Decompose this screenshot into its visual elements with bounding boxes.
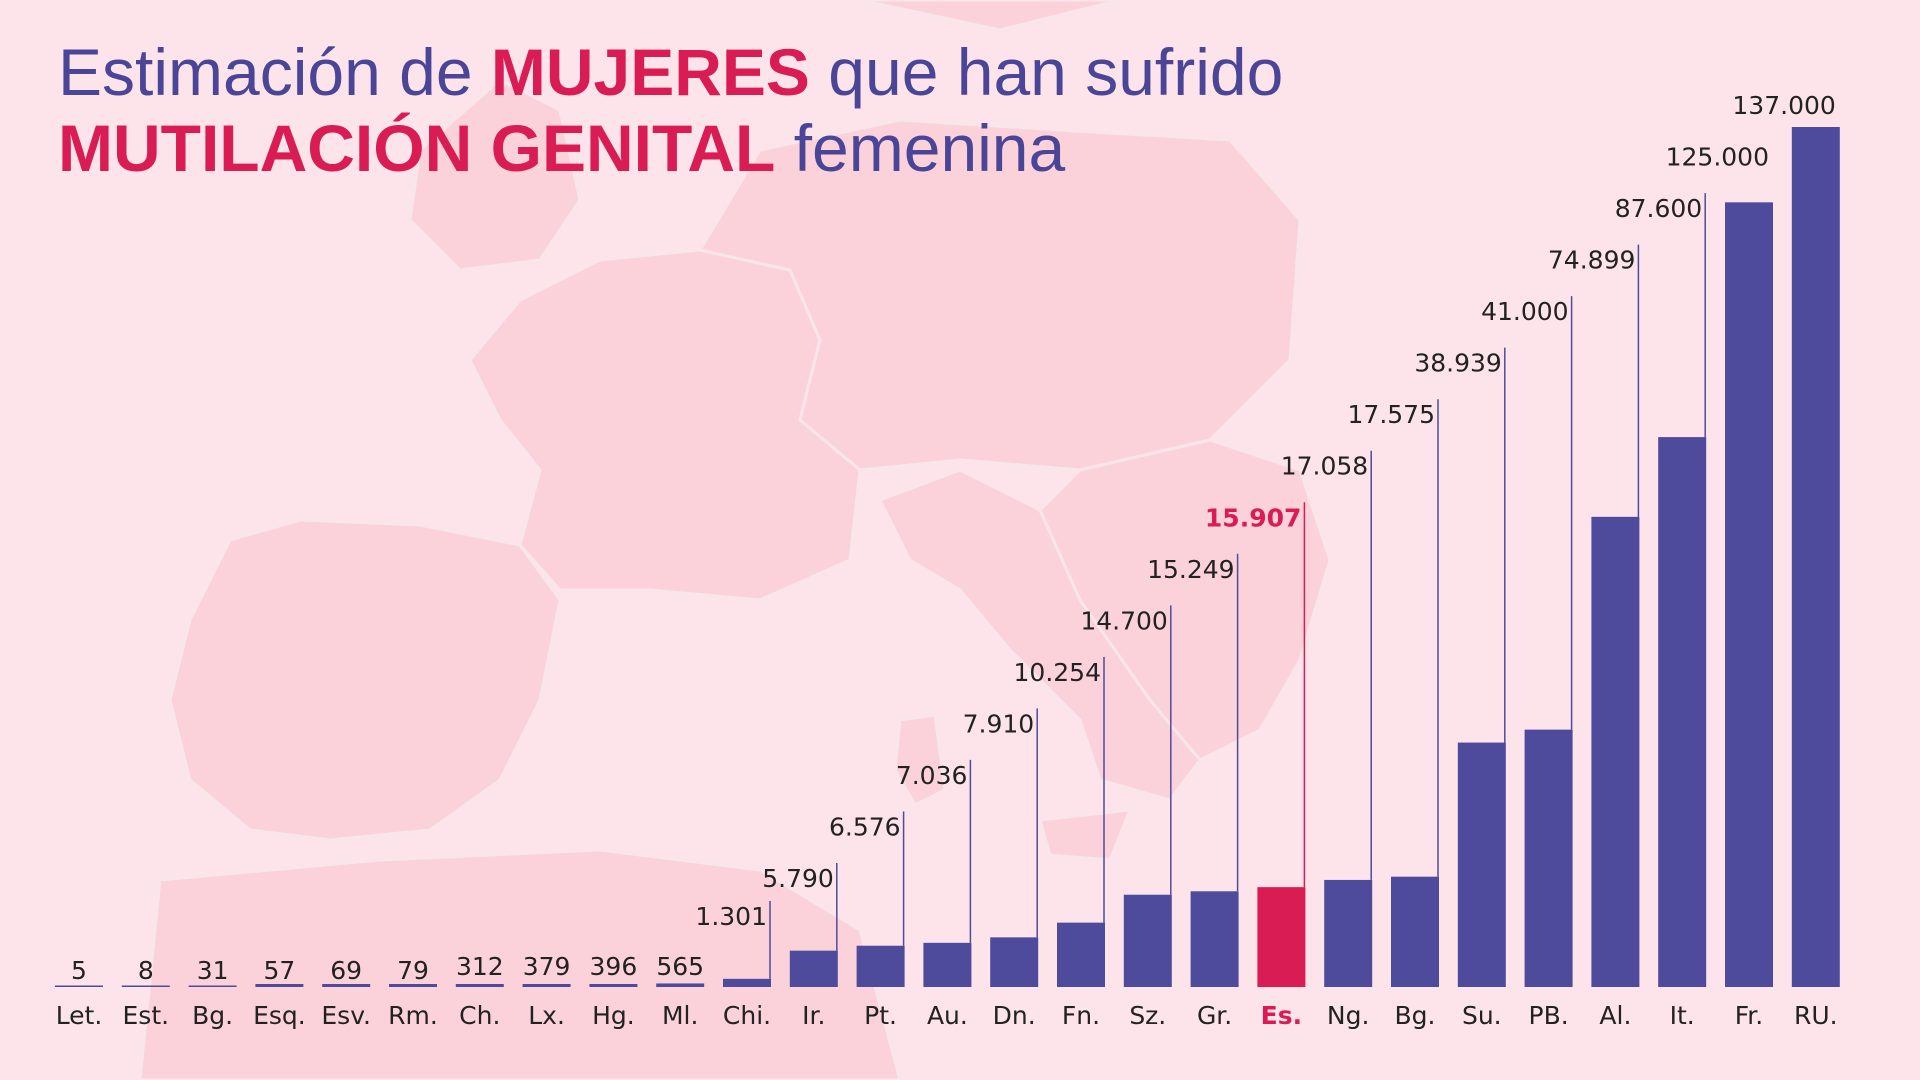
category-label: Fn. [1062,1001,1100,1030]
category-label: Au. [927,1001,968,1030]
category-label: Gr. [1197,1001,1232,1030]
category-label: PB. [1529,1001,1569,1030]
value-label: 5.790 [762,864,834,893]
category-label: Ng. [1327,1001,1370,1030]
category-label: Est. [123,1001,170,1030]
value-label: 87.600 [1615,194,1702,223]
category-label: RU. [1794,1001,1838,1030]
category-label: Bg. [1395,1001,1436,1030]
bar [1725,202,1773,987]
bar [389,984,437,987]
category-label: Esv. [321,1001,371,1030]
category-label: Lx. [528,1001,565,1030]
bar [188,985,237,987]
value-label: 6.576 [829,812,901,841]
value-label: 14.700 [1080,606,1167,635]
bar [589,984,638,987]
map-north [859,0,1121,32]
value-label: 7.036 [896,761,968,790]
value-label: 1.301 [695,902,767,931]
bar [55,985,103,987]
category-label: Su. [1462,1001,1502,1030]
title-line2-end: femenina [775,111,1066,185]
value-label: 69 [330,956,362,985]
bar [923,942,972,987]
bar [1057,922,1105,987]
value-label: 17.575 [1348,400,1435,429]
value-label: 379 [523,952,571,981]
category-label: Rm. [388,1001,438,1030]
category-label: Chi. [723,1001,771,1030]
map-sardinia [893,713,947,807]
bar [322,984,371,987]
value-label: 41.000 [1481,297,1568,326]
category-label: Bg. [192,1001,233,1030]
category-label: Let. [56,1001,103,1030]
map-north-africa [138,848,902,1080]
value-label: 565 [656,952,704,981]
chart-title: Estimación de MUJERES que han sufrido MU… [58,34,1283,186]
category-label: Es. [1261,1001,1302,1030]
bar [1591,516,1640,987]
map-britain [408,78,582,272]
bar [723,978,771,987]
value-label: 38.939 [1414,349,1501,378]
title-emphasis-fgm: MUTILACIÓN GENITAL [58,111,776,185]
bar [656,983,705,987]
category-label: Ir. [802,1001,825,1030]
value-label: 7.910 [963,709,1035,738]
bar [856,945,905,987]
title-line1-end: que han sufrido [809,35,1284,109]
bar [522,984,571,987]
category-label: Esq. [253,1001,306,1030]
title-emphasis-women: MUJERES [490,35,810,109]
value-label: 15.907 [1205,503,1301,532]
value-label: 15.249 [1147,555,1234,584]
europe-map-background [138,0,1332,1080]
value-label: 10.254 [1014,658,1101,687]
category-label: Dn. [993,1001,1036,1030]
category-label: Sz. [1129,1001,1166,1030]
bar [1457,742,1506,987]
value-label: 137.000 [1732,91,1835,120]
bar [1190,891,1239,987]
value-label: 5 [71,956,87,985]
category-label: Ml. [662,1001,698,1030]
value-label: 396 [590,952,638,981]
value-label: 79 [397,956,429,985]
map-france [468,248,862,602]
value-label: 312 [456,952,504,981]
bar [1391,876,1439,987]
bar [1524,729,1573,987]
bar [1658,437,1707,988]
category-label: Al. [1599,1001,1631,1030]
map-balkans [1038,438,1332,762]
map-iberia [168,518,562,842]
title-line1-start: Estimación de [58,35,491,109]
value-label: 125.000 [1666,143,1769,172]
bar [789,950,838,987]
value-label: 8 [138,956,154,985]
value-label: 74.899 [1548,246,1635,275]
category-label: Fr. [1735,1001,1764,1030]
value-label: 57 [263,956,295,985]
value-label: 31 [197,956,229,985]
category-label: Hg. [592,1001,635,1030]
category-label: Pt. [864,1001,897,1030]
bar [121,985,170,987]
bar [455,984,504,987]
map-sicily [1038,808,1133,862]
bar [1791,127,1840,987]
value-label: 17.058 [1281,452,1368,481]
category-label: It. [1670,1001,1695,1030]
bar [255,984,304,987]
category-label: Ch. [459,1001,500,1030]
bar [990,937,1039,987]
bar [1324,879,1373,987]
bar [1123,894,1172,987]
bar [1257,887,1306,987]
